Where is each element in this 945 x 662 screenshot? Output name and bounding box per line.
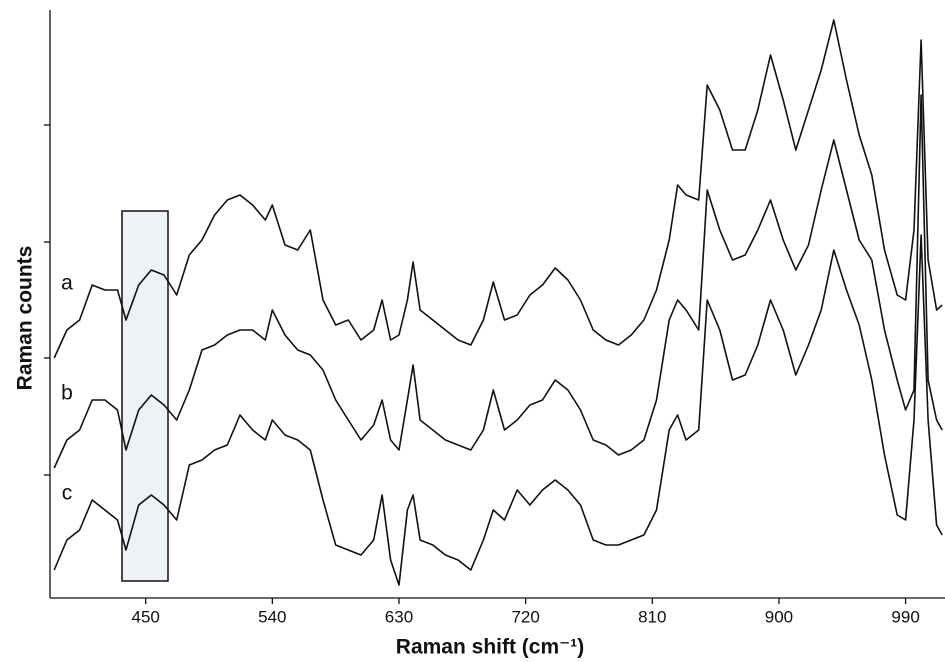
series-line xyxy=(53,94,943,469)
curve-label: b xyxy=(61,382,73,405)
y-axis-title: Raman counts xyxy=(14,246,37,391)
x-tick-label: 900 xyxy=(765,607,793,626)
x-axis-title: Raman shift (cm⁻¹) xyxy=(396,636,584,659)
x-tick-label: 630 xyxy=(385,607,413,626)
curve-label: c xyxy=(62,482,73,505)
x-tick-label: 540 xyxy=(258,607,286,626)
highlight-box xyxy=(121,210,169,582)
x-tick-label: 450 xyxy=(132,607,160,626)
series-line xyxy=(53,19,943,359)
x-tick-label: 810 xyxy=(638,607,666,626)
series-line xyxy=(53,234,943,586)
x-tick-label: 990 xyxy=(891,607,919,626)
x-tick-label: 720 xyxy=(511,607,539,626)
curve-label: a xyxy=(61,272,73,295)
